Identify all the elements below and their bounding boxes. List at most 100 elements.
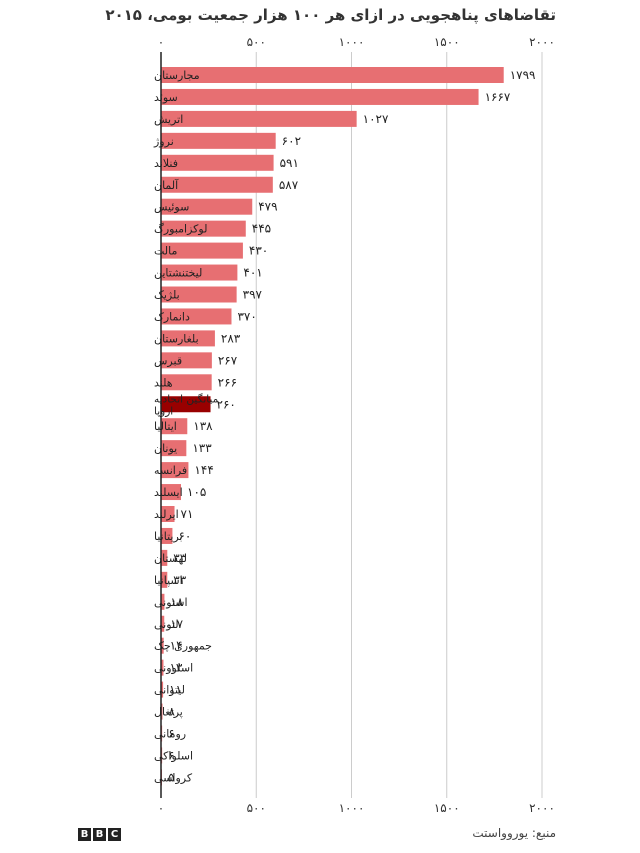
bar (161, 681, 164, 698)
x-tick-label-top: ۱۵۰۰ (434, 35, 460, 49)
category-label: جمهوری چک (154, 640, 212, 653)
category-label: هلند (154, 376, 173, 389)
bar (161, 440, 187, 457)
value-label: ۳۷۰ (237, 309, 256, 323)
value-label: ۱۸ (170, 595, 183, 609)
value-label: ۵۹۱ (280, 156, 299, 170)
x-tick-label-bottom: ۱۵۰۰ (434, 801, 460, 815)
category-label: سوئیس (154, 201, 189, 214)
x-tick-label-top: ۰ (158, 35, 164, 49)
value-label: ۲۶۰ (217, 397, 236, 411)
category-label: لوکزامبورگ (154, 223, 207, 236)
value-label: ۱۳۸ (193, 419, 213, 433)
value-label: ۶۰ (178, 529, 191, 543)
category-label: ایسلند (154, 486, 183, 499)
category-label: لیختنشتاین (154, 267, 202, 280)
category-label: ایتالیا (154, 420, 177, 433)
value-label: ۷۱ (181, 507, 194, 521)
category-label: بلغارستان (154, 332, 199, 345)
x-tick-label-bottom: ۰ (158, 801, 164, 815)
category-label: مجارستان (154, 69, 200, 82)
value-label: ۵ (168, 770, 174, 784)
value-label: ۱۷ (170, 617, 183, 631)
category-label: اسلوونی (154, 662, 193, 675)
category-label: قبرس (154, 354, 182, 367)
value-label: ۳۳ (173, 551, 186, 565)
bar (161, 330, 215, 347)
x-tick-label-top: ۲۰۰۰ (529, 35, 555, 49)
bar (161, 506, 175, 522)
bar (161, 198, 253, 215)
category-label: بلژیک (154, 289, 180, 302)
bar (161, 549, 168, 566)
bar (161, 286, 237, 303)
source-note: منبع: یوروواستت (472, 826, 556, 840)
category-label: ایرلند (154, 508, 179, 521)
value-label: ۲۶۶ (218, 375, 237, 389)
category-label: یونان (154, 442, 177, 455)
bar (161, 220, 246, 237)
value-label: ۳۳ (173, 573, 186, 587)
bar (161, 154, 274, 171)
category-label: کرواسی (154, 771, 193, 784)
bar (161, 88, 479, 105)
bar (161, 242, 243, 259)
category-label: لهستان (154, 552, 187, 565)
chart-title: تقاضاهای پناهجویی در ازای هر ۱۰۰ هزار جم… (105, 6, 556, 24)
value-label: ۴۰۱ (243, 266, 262, 280)
value-label: ۱۳ (169, 661, 182, 675)
value-label: ۶۰۲ (282, 134, 301, 148)
value-label: ۱۴ (170, 639, 183, 653)
x-axis-top: ۰ ۵۰۰ ۱۰۰۰ ۱۵۰۰ ۲۰۰۰ (158, 35, 555, 49)
logo-letter: B (78, 828, 91, 841)
logo-letter: B (93, 828, 106, 841)
value-label: ۶ (168, 727, 174, 741)
category-label: فرانسه (154, 464, 187, 477)
value-label: ۴۴۵ (252, 222, 271, 236)
value-label: ۳۹۷ (243, 288, 263, 302)
category-label: اسلواکی (154, 749, 193, 762)
bar (161, 659, 164, 676)
category-label: سوئد (154, 91, 178, 104)
value-label: ۲۶۷ (218, 353, 238, 367)
category-label: دانمارک (154, 310, 190, 323)
bar (161, 374, 212, 391)
grid-lines (255, 52, 543, 798)
bar (161, 396, 211, 413)
category-label: آلمان (154, 178, 179, 192)
x-tick-label-top: ۵۰۰ (247, 35, 266, 49)
value-label: ۱۴۴ (194, 463, 213, 477)
value-label: ۱۳۳ (192, 441, 212, 455)
value-label: ۴۷۹ (258, 200, 277, 214)
value-label: ۵۸۷ (279, 178, 299, 192)
x-tick-label-bottom: ۲۰۰۰ (529, 801, 555, 815)
value-label: ۸ (169, 705, 176, 719)
bar (161, 637, 164, 654)
bar (161, 176, 273, 193)
category-label: فنلاند (154, 157, 178, 170)
category-label: نروژ (153, 135, 174, 148)
x-tick-label-top: ۱۰۰۰ (339, 35, 365, 49)
value-label: ۱۶۶۷ (485, 90, 511, 104)
category-label: لتونی (154, 618, 179, 631)
value-label: ۱۷۹۹ (510, 68, 536, 82)
x-axis-bottom: ۰ ۵۰۰ ۱۰۰۰ ۱۵۰۰ ۲۰۰۰ (158, 801, 555, 815)
bbc-logo: B B C (78, 828, 121, 841)
bar (161, 110, 357, 127)
category-label: اتریش (154, 113, 183, 126)
x-tick-label-bottom: ۱۰۰۰ (339, 801, 365, 815)
category-label: مالت (154, 245, 178, 258)
logo-letter: C (108, 828, 121, 841)
bars (161, 67, 504, 786)
x-tick-label-bottom: ۵۰۰ (247, 801, 266, 815)
bar (161, 703, 163, 720)
bar (161, 484, 182, 501)
value-label: ۴۳۰ (249, 244, 268, 258)
category-label: استونی (154, 596, 188, 609)
value-label: ۱۰۵ (187, 485, 206, 499)
bar (161, 264, 238, 281)
category-label: میانگین اتحادیه اروپا (154, 392, 218, 417)
category-label: رومانی (154, 728, 186, 741)
